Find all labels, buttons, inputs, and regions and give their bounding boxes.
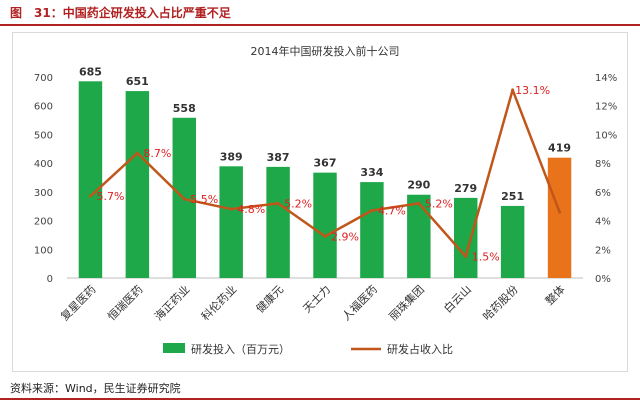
y-right-tick-label: 10% <box>595 130 617 141</box>
y-right-tick-label: 8% <box>595 159 611 170</box>
y-left-tick-label: 700 <box>34 73 53 84</box>
bar-value-label: 279 <box>454 182 477 195</box>
line-point <box>182 197 186 201</box>
bar-value-label: 419 <box>548 142 571 155</box>
bar-value-label: 334 <box>360 166 383 179</box>
y-left-tick-label: 100 <box>34 245 53 256</box>
bar-value-label: 389 <box>220 150 243 163</box>
line-point <box>464 254 468 258</box>
y-right-tick-label: 12% <box>595 102 617 113</box>
x-category-label: 海正药业 <box>151 282 192 323</box>
y-left-tick-label: 600 <box>34 102 53 113</box>
bar-value-label: 651 <box>126 75 149 88</box>
combo-chart: 2014年中国研发投入前十公司 0 100 200 300 400 500 600 700 0% 2… <box>34 44 617 356</box>
line-point <box>558 210 562 214</box>
line-point <box>135 151 139 155</box>
bar <box>547 157 572 278</box>
bar-value-label: 558 <box>173 102 196 115</box>
y-left-tick-label: 0 <box>47 274 53 285</box>
y-left-tick-label: 300 <box>34 188 53 199</box>
bar-value-label: 367 <box>314 157 337 170</box>
bar <box>125 91 150 278</box>
x-category-label: 恒瑞医药 <box>104 282 145 323</box>
bar <box>266 166 290 278</box>
line-point <box>88 194 92 198</box>
bar <box>360 182 384 278</box>
line-point <box>417 201 421 205</box>
figure-title: 图 31：中国药企研发投入占比严重不足 <box>10 6 231 20</box>
x-category-label: 科伦药业 <box>198 282 239 323</box>
bar <box>500 205 525 278</box>
y-left-tick-label: 500 <box>34 130 53 141</box>
line-value-label: 5.7% <box>96 190 124 203</box>
x-category-label: 整体 <box>542 282 567 307</box>
bar <box>313 172 337 278</box>
line-point <box>229 207 233 211</box>
bar-value-label: 251 <box>501 190 524 203</box>
line-value-label: 5.2% <box>425 197 453 210</box>
x-category-label: 复星医药 <box>58 282 99 323</box>
bar <box>407 194 431 278</box>
y-right-tick-label: 14% <box>595 73 617 84</box>
line-value-label: 13.1% <box>515 84 550 97</box>
legend-label-line: 研发占收入比 <box>387 342 453 356</box>
line-point <box>370 209 374 213</box>
y-left-tick-label: 200 <box>34 217 53 228</box>
chart-container: 2014年中国研发投入前十公司 0 100 200 300 400 500 600 700 0% 2… <box>12 32 628 372</box>
line-value-label: 2.9% <box>331 230 359 243</box>
x-category-label: 丽珠集团 <box>386 282 427 323</box>
x-category-label: 白云山 <box>441 282 474 315</box>
line-value-label: 4.7% <box>378 205 406 218</box>
x-category-label: 哈药股份 <box>480 283 520 323</box>
footer-divider <box>0 398 640 400</box>
line-value-label: 8.7% <box>143 147 171 160</box>
y-right-tick-label: 0% <box>595 274 611 285</box>
x-category-label: 人福医药 <box>339 282 380 323</box>
bar <box>219 166 243 278</box>
bar-value-label: 685 <box>79 65 102 78</box>
line-point <box>511 88 515 92</box>
y-right-tick-label: 2% <box>595 245 611 256</box>
line-point <box>323 234 327 238</box>
legend-label-bars: 研发投入（百万元） <box>191 342 290 356</box>
x-category-label: 天士力 <box>301 283 334 316</box>
line-value-label: 5.5% <box>190 193 218 206</box>
y-right-tick-label: 4% <box>595 217 611 228</box>
line-value-label: 4.8% <box>237 203 265 216</box>
legend-swatch-bars <box>163 343 185 353</box>
bar-value-label: 290 <box>407 179 430 192</box>
y-right-tick-label: 6% <box>595 188 611 199</box>
line-point <box>276 201 280 205</box>
line-value-label: 1.5% <box>472 250 500 263</box>
chart-title: 2014年中国研发投入前十公司 <box>251 44 400 58</box>
y-left-tick-label: 400 <box>34 159 53 170</box>
source-note: 资料来源：Wind，民生证券研究院 <box>10 382 181 395</box>
bar <box>454 197 478 278</box>
x-category-label: 健康元 <box>253 282 286 315</box>
bar <box>78 81 103 278</box>
bar-value-label: 387 <box>267 151 290 164</box>
figure-header: 图 31：中国药企研发投入占比严重不足 <box>0 0 640 26</box>
line-value-label: 5.2% <box>284 197 312 210</box>
